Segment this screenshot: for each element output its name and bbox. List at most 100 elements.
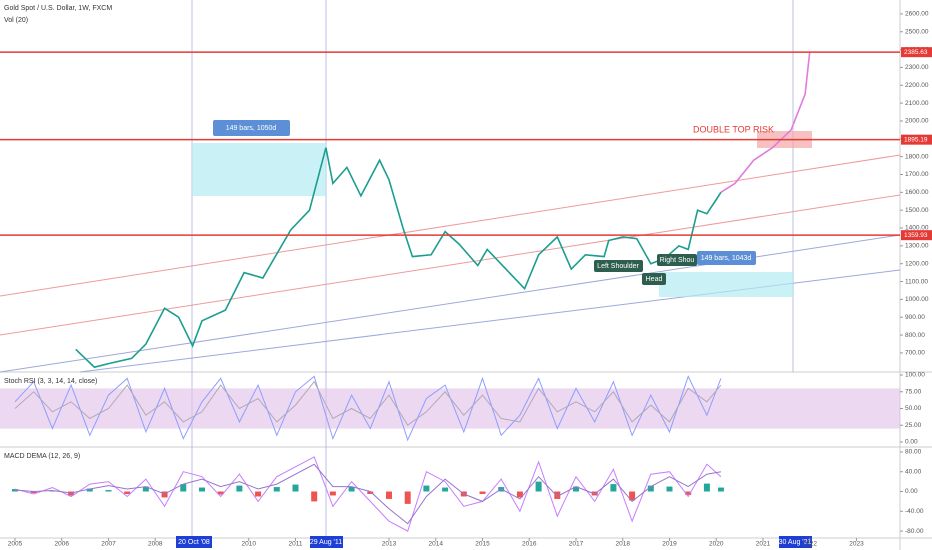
x-tick-label: 2005 <box>8 541 23 548</box>
range-label: 149 bars, 1043d <box>701 255 752 262</box>
y-tick-label: 80.00 <box>905 449 922 456</box>
y-tick-label: 1000.00 <box>905 296 929 303</box>
histogram-bar <box>348 486 355 492</box>
y-tick-label: 2200.00 <box>905 82 929 89</box>
date-tag: 20 Oct '08 <box>178 539 210 546</box>
y-tick-label: 1300.00 <box>905 243 929 250</box>
x-tick-label: 2013 <box>382 541 397 548</box>
y-tick-label: 2600.00 <box>905 11 929 18</box>
x-tick-label: 2017 <box>569 541 584 548</box>
y-tick-label: -80.00 <box>905 528 924 535</box>
date-tag: 30 Aug '21 <box>779 539 812 546</box>
histogram-bar <box>180 484 187 492</box>
y-tick-label: 700.00 <box>905 350 925 357</box>
range-label: 149 bars, 1050d <box>226 125 277 132</box>
level-tag-box <box>901 230 932 241</box>
y-tick-label: 2500.00 <box>905 28 929 35</box>
range-box <box>659 272 793 297</box>
x-tick-label: 2020 <box>709 541 724 548</box>
band <box>0 388 900 429</box>
level-tag-box <box>901 47 932 58</box>
level-tag-box <box>901 134 932 145</box>
date-tag: 29 Aug '11 <box>310 539 342 546</box>
y-tick-label: 25.00 <box>905 422 922 429</box>
histogram-bar <box>516 491 523 498</box>
histogram-bar <box>311 491 318 502</box>
x-tick-label: 2008 <box>148 541 163 548</box>
series-line <box>14 456 722 532</box>
histogram-bar <box>573 486 579 492</box>
y-tick-label: 800.00 <box>905 332 925 339</box>
symbol-title: Gold Spot / U.S. Dollar, 1W, FXCM <box>4 5 112 12</box>
pattern-label-box <box>657 254 697 266</box>
x-tick-label: 2006 <box>54 541 69 548</box>
y-tick-label: 2100.00 <box>905 100 929 107</box>
y-tick-label: 900.00 <box>905 314 925 321</box>
x-tick-label: 2021 <box>756 541 771 548</box>
histogram-bar <box>292 484 299 492</box>
histogram-bar <box>11 489 18 492</box>
x-tick-label: 2019 <box>662 541 677 548</box>
histogram-bar <box>217 491 224 495</box>
histogram-bar <box>255 491 262 497</box>
histogram-bar <box>273 487 280 492</box>
y-tick-label: 1800.00 <box>905 153 929 160</box>
date-tag-box <box>310 536 343 548</box>
series-line <box>14 380 722 426</box>
x-tick-label: 2014 <box>429 541 444 548</box>
pattern-label: Left Shoulder <box>597 263 639 270</box>
histogram-bar <box>198 487 205 492</box>
histogram-bar <box>86 488 93 492</box>
x-tick-label: 2007 <box>101 541 116 548</box>
volume-title: Vol (20) <box>4 17 28 24</box>
y-tick-label: 75.00 <box>905 388 922 395</box>
histogram-bar <box>124 491 131 494</box>
y-tick-label: 0.00 <box>905 439 918 446</box>
histogram-bar <box>717 487 724 492</box>
y-tick-label: 1600.00 <box>905 189 929 196</box>
pattern-label-box <box>594 260 643 272</box>
series-line <box>720 51 811 193</box>
pane-title: Stoch RSI (3, 3, 14, 14, close) <box>4 378 97 385</box>
x-tick-label: 2011 <box>288 541 302 548</box>
y-tick-label: 2300.00 <box>905 64 929 71</box>
series-line <box>14 463 721 525</box>
pattern-label-box <box>642 273 666 285</box>
y-tick-label: -40.00 <box>905 508 924 515</box>
histogram-bar <box>535 481 542 492</box>
histogram-bar <box>142 486 149 492</box>
level-tag: 2385.63 <box>904 49 928 56</box>
range-box <box>192 143 326 196</box>
level-tag: 1359.93 <box>904 232 928 239</box>
range-label-box <box>697 251 756 265</box>
histogram-bar <box>479 491 486 494</box>
y-tick-label: 1200.00 <box>905 260 929 267</box>
x-tick-label: 2023 <box>849 541 864 548</box>
trend-line <box>0 154 901 297</box>
histogram-bar <box>236 485 243 492</box>
y-tick-label: 100.00 <box>905 372 925 379</box>
histogram-bar <box>647 485 654 492</box>
histogram-bar <box>423 485 430 492</box>
histogram-bar <box>629 491 636 501</box>
series-line <box>14 375 722 442</box>
histogram-bar <box>404 491 411 504</box>
histogram-bar <box>685 491 692 495</box>
x-tick-label: 2016 <box>522 541 537 548</box>
x-tick-label: 2010 <box>241 541 256 548</box>
histogram-bar <box>666 486 673 492</box>
histogram-bar <box>105 490 112 492</box>
histogram-bar <box>703 483 710 492</box>
range-label-box <box>213 120 290 136</box>
y-tick-label: 1400.00 <box>905 225 929 232</box>
marks <box>0 13 903 532</box>
level-tag: 1895.19 <box>904 136 928 143</box>
histogram-bar <box>442 487 449 492</box>
annotation: DOUBLE TOP RISK <box>693 124 774 134</box>
histogram-bar <box>30 491 37 493</box>
histogram-bar <box>49 490 56 492</box>
trend-line <box>0 194 901 336</box>
histogram-bar <box>329 491 336 496</box>
x-tick-label: 2018 <box>616 541 631 548</box>
